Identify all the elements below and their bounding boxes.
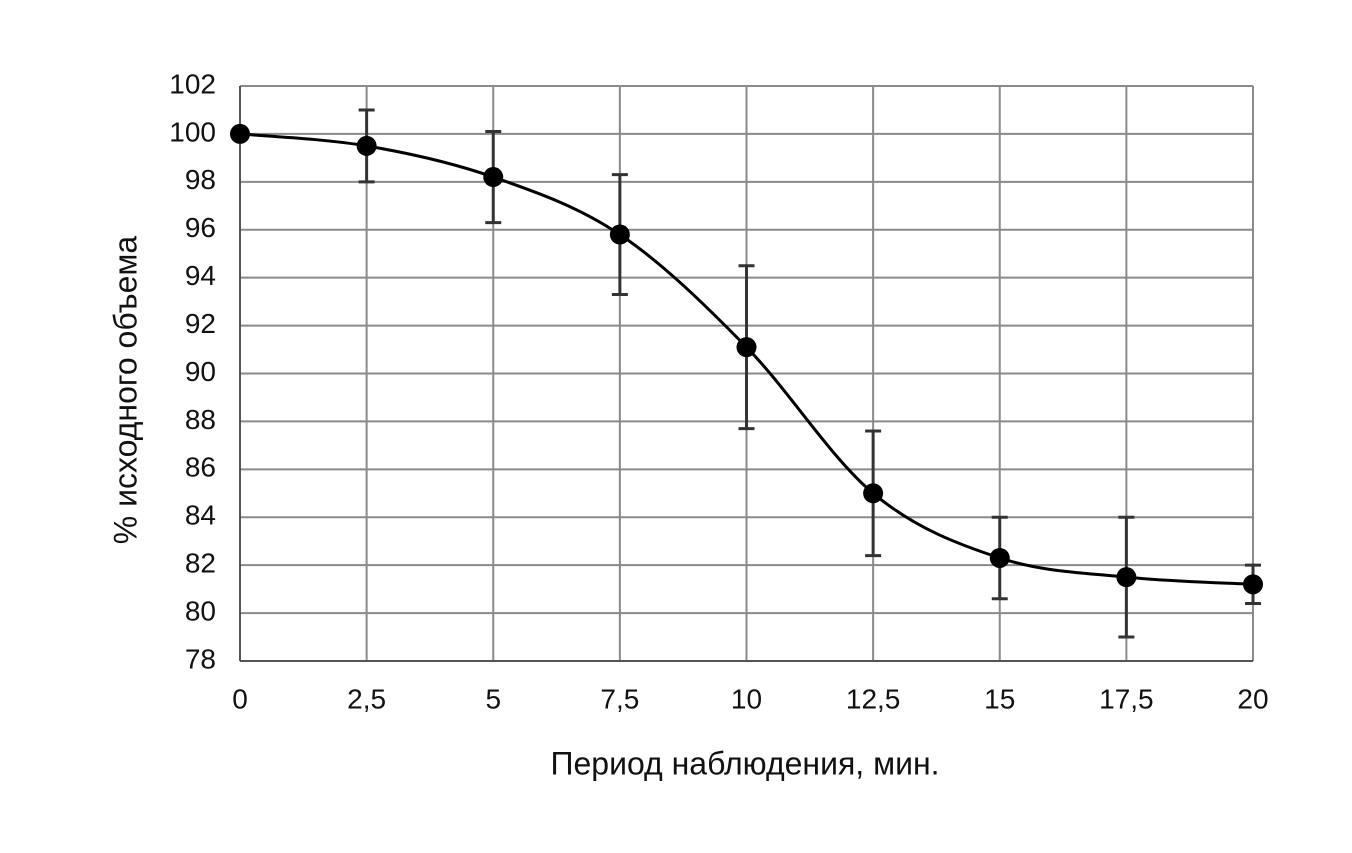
data-point	[863, 483, 884, 504]
data-point	[1243, 574, 1263, 595]
y-tick-label: 90	[185, 356, 216, 387]
data-point	[230, 123, 250, 144]
x-tick-label: 17,5	[1099, 683, 1154, 714]
x-tick-label: 20	[1237, 683, 1268, 714]
data-point	[356, 135, 377, 156]
x-tick-label: 12,5	[846, 683, 901, 714]
y-tick-label: 82	[185, 548, 216, 579]
data-point	[736, 337, 757, 358]
x-tick-label: 2,5	[347, 683, 386, 714]
data-point	[1116, 567, 1137, 588]
y-tick-label: 92	[185, 308, 216, 339]
data-point	[989, 547, 1010, 568]
y-tick-label: 80	[185, 595, 216, 626]
y-tick-label: 86	[185, 452, 216, 483]
x-tick-label: 15	[984, 683, 1015, 714]
x-tick-label: 10	[731, 683, 762, 714]
data-point	[609, 224, 630, 245]
y-tick-label: 84	[185, 500, 216, 531]
y-tick-label: 88	[185, 404, 216, 435]
y-tick-label: 96	[185, 212, 216, 243]
y-tick-label: 102	[169, 68, 216, 99]
data-point	[483, 167, 504, 188]
y-tick-label: 78	[185, 643, 216, 674]
x-tick-label: 5	[485, 683, 501, 714]
x-tick-label: 0	[232, 683, 248, 714]
y-axis-label: % исходного объема	[107, 236, 143, 545]
y-tick-label: 100	[169, 116, 216, 147]
x-tick-label: 7,5	[600, 683, 639, 714]
y-tick-label: 98	[185, 164, 216, 195]
y-tick-label: 94	[185, 260, 216, 291]
x-axis-label: Период наблюдения, мин.	[550, 745, 939, 781]
